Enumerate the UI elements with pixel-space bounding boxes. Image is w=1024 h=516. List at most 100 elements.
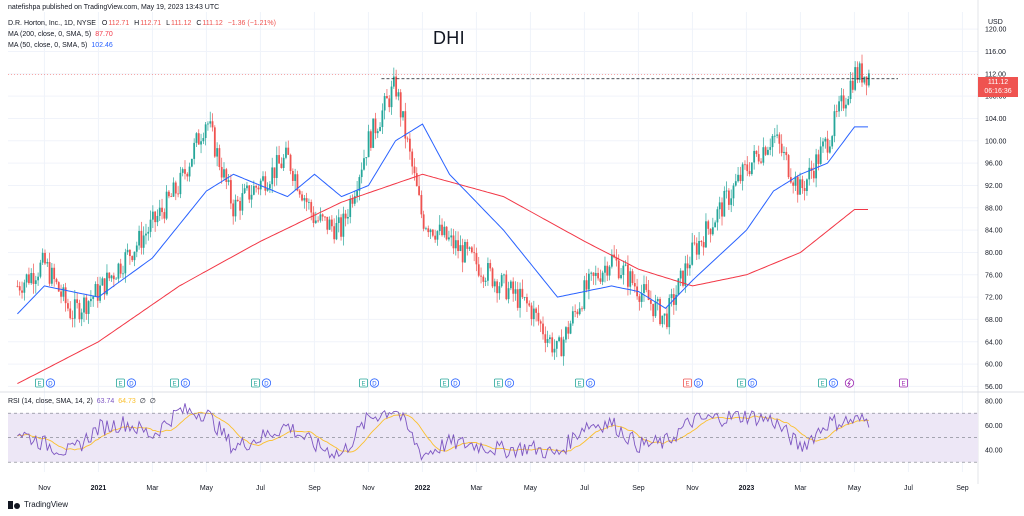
candle-body bbox=[69, 308, 72, 319]
dividend-marker-icon bbox=[45, 378, 56, 388]
candle-body bbox=[101, 278, 104, 286]
candle-body bbox=[275, 155, 278, 178]
candle-body bbox=[23, 282, 26, 293]
candle-body bbox=[661, 315, 664, 325]
candle-body bbox=[806, 179, 808, 192]
candle-body bbox=[271, 167, 274, 185]
candle-body bbox=[565, 327, 567, 340]
candle-body bbox=[477, 264, 480, 276]
candle-body bbox=[677, 278, 680, 295]
candle-body bbox=[737, 174, 739, 182]
candle-body bbox=[443, 226, 446, 236]
candle-body bbox=[16, 285, 19, 287]
candle-body bbox=[535, 308, 538, 313]
earnings-marker-label: E bbox=[37, 382, 41, 388]
candle-body bbox=[431, 229, 434, 236]
rsi-label: RSI (14, close, SMA, 14, 2) bbox=[8, 398, 93, 405]
publisher-line: natefishpa published on TradingView.com,… bbox=[8, 4, 220, 11]
candle-body bbox=[287, 147, 290, 155]
candle-body bbox=[723, 190, 726, 217]
candle-body bbox=[372, 118, 375, 148]
candle-body bbox=[638, 296, 641, 302]
candle-body bbox=[369, 131, 372, 148]
candle-body bbox=[195, 133, 198, 143]
footer-branding[interactable]: TradingView bbox=[8, 500, 68, 509]
symbol-name: D.R. Horton, Inc., 1D, NYSE bbox=[8, 20, 96, 27]
candle-body bbox=[39, 262, 42, 277]
candle-body bbox=[767, 149, 769, 155]
candle-body bbox=[126, 249, 129, 253]
candle-body bbox=[822, 141, 824, 147]
candle-body bbox=[470, 247, 473, 253]
candle-body bbox=[18, 286, 21, 291]
candle-body bbox=[620, 275, 622, 279]
candle-body bbox=[207, 123, 209, 125]
close-value: 111.12 bbox=[202, 20, 223, 27]
brand-name: TradingView bbox=[24, 500, 69, 509]
candle-body bbox=[420, 194, 423, 215]
candle-body bbox=[248, 185, 251, 200]
candle-body bbox=[429, 229, 432, 233]
earnings-marker-label: E bbox=[118, 382, 122, 388]
candle-body bbox=[124, 252, 127, 274]
candle-body bbox=[76, 299, 79, 303]
candle-body bbox=[28, 274, 30, 284]
candle-body bbox=[376, 131, 379, 134]
candle-body bbox=[55, 279, 58, 283]
candle-body bbox=[714, 222, 717, 228]
candle-body bbox=[450, 235, 453, 238]
rsi-value: 63.74 bbox=[96, 398, 115, 405]
price-tick-label: 96.00 bbox=[985, 161, 1003, 168]
price-axis[interactable]: 56.00 60.00 64.00 68.00 72.00 76.00 80.00 84.00… bbox=[985, 27, 1007, 391]
candle-body bbox=[668, 298, 671, 328]
rsi-axis[interactable]: 40.00 60.00 80.00 bbox=[985, 398, 1003, 454]
candle-body bbox=[452, 235, 455, 249]
dividend-marker-label: D bbox=[507, 381, 512, 387]
currency-label: USD bbox=[988, 19, 1003, 26]
dividend-marker-label: D bbox=[48, 381, 53, 387]
candle-body bbox=[438, 224, 441, 232]
dividend-marker-label: D bbox=[129, 381, 134, 387]
candle-body bbox=[835, 111, 838, 112]
candle-body bbox=[498, 286, 501, 294]
low-value: 111.12 bbox=[170, 20, 192, 27]
candle-body bbox=[466, 241, 469, 249]
candle-body bbox=[257, 187, 260, 190]
candle-body bbox=[617, 260, 620, 279]
candle-body bbox=[156, 215, 159, 223]
candle-body bbox=[110, 275, 113, 279]
time-axis[interactable]: Nov 2021 Mar May Jul Sep Nov 2022 Mar May Jul Sep No… bbox=[38, 485, 969, 492]
time-tick-label: Nov bbox=[686, 485, 699, 492]
candle-body bbox=[728, 190, 730, 205]
price-tick-label: 68.00 bbox=[985, 317, 1003, 324]
candle-body bbox=[739, 174, 742, 182]
candle-body bbox=[197, 133, 200, 145]
time-tick-label: Sep bbox=[632, 485, 645, 492]
candle-body bbox=[115, 278, 118, 280]
candle-body bbox=[491, 268, 494, 287]
candle-body bbox=[269, 184, 271, 189]
candle-body bbox=[188, 166, 191, 177]
candle-body bbox=[457, 240, 459, 252]
candle-body bbox=[711, 227, 714, 235]
candle-body bbox=[847, 98, 850, 105]
candle-body bbox=[750, 162, 753, 175]
candle-body bbox=[296, 174, 299, 191]
candle-body bbox=[21, 290, 23, 293]
candle-body bbox=[41, 252, 44, 263]
candle-body bbox=[89, 298, 92, 302]
candle-body bbox=[255, 185, 258, 188]
candle-body bbox=[291, 171, 294, 181]
candle-body bbox=[243, 188, 246, 194]
candle-body bbox=[179, 172, 182, 195]
candle-body bbox=[824, 138, 827, 142]
last-price-value: 111.12 bbox=[987, 79, 1009, 86]
dividend-marker-label: D bbox=[372, 381, 377, 387]
price-tick-label: 120.00 bbox=[985, 27, 1007, 34]
ma50-line bbox=[17, 123, 868, 315]
candle-body bbox=[574, 311, 577, 313]
candle-body bbox=[576, 311, 579, 315]
candle-body bbox=[652, 303, 655, 317]
